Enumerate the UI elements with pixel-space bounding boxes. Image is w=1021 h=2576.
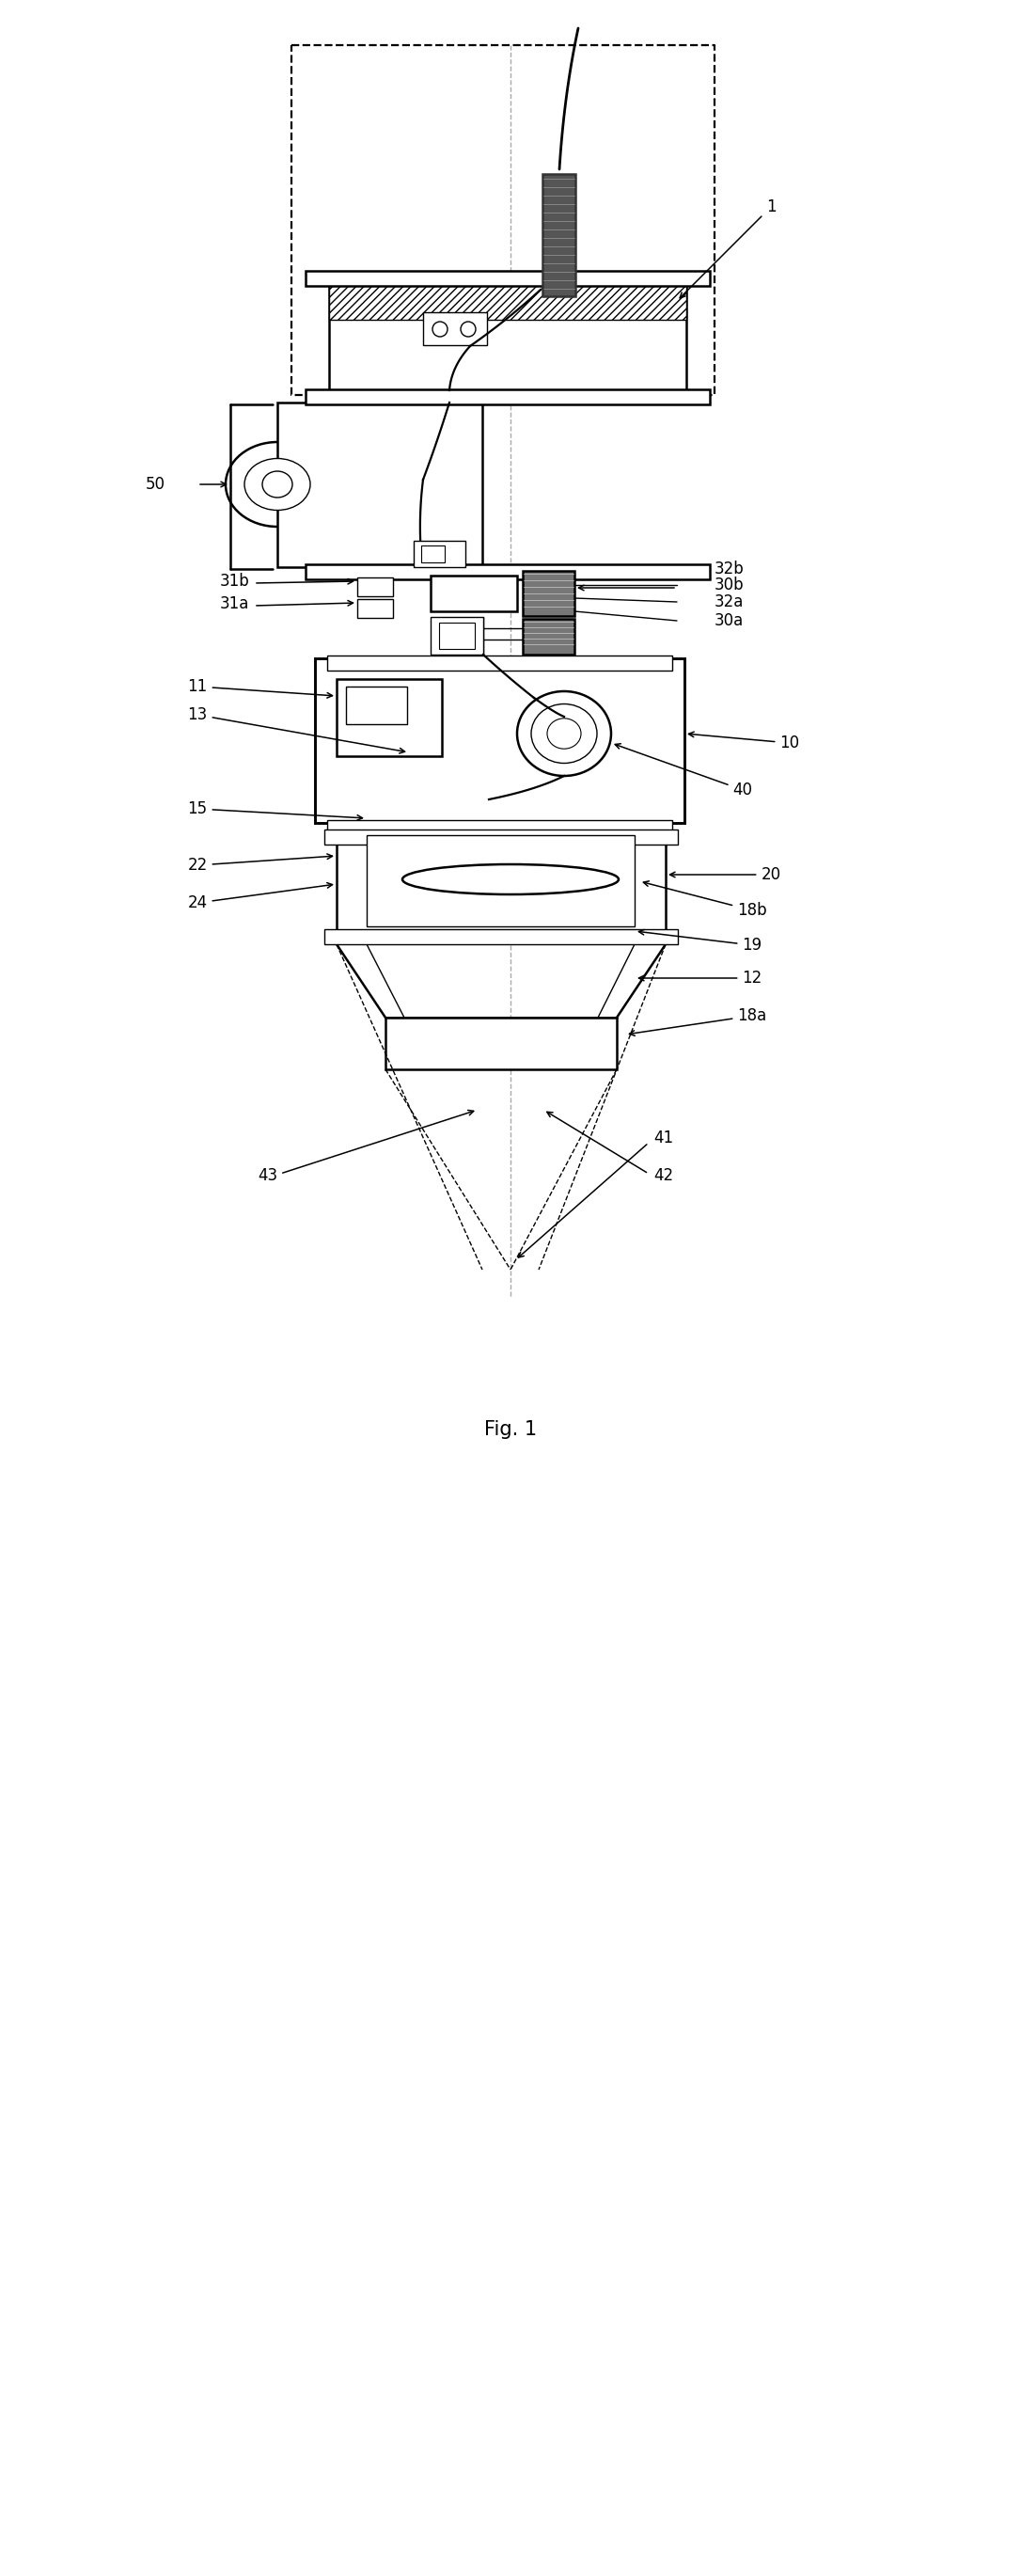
Bar [414,541,466,567]
Bar [305,270,710,286]
Bar [357,600,393,618]
Bar [325,930,678,945]
Bar [439,623,475,649]
Text: Fig. 1: Fig. 1 [484,1419,537,1440]
Bar [422,546,445,562]
Bar [523,618,575,654]
Text: 13: 13 [188,706,404,752]
Ellipse shape [433,322,447,337]
Bar [431,574,517,611]
Bar [423,312,487,345]
Bar [305,564,710,580]
Text: 31a: 31a [220,595,249,613]
Bar [367,835,635,927]
Ellipse shape [531,703,597,762]
Ellipse shape [402,866,619,894]
Ellipse shape [547,719,581,750]
Bar [327,819,672,835]
Text: 15: 15 [188,801,362,819]
Bar [278,402,482,567]
Text: 41: 41 [653,1128,673,1146]
Text: 42: 42 [653,1167,673,1185]
Bar [329,283,686,319]
Text: 18b: 18b [643,881,767,920]
Bar [329,283,686,394]
Text: 31b: 31b [220,572,249,590]
Bar [305,389,710,404]
Text: 43: 43 [257,1167,278,1185]
Text: 32b: 32b [715,562,744,577]
Bar [357,577,393,595]
Bar [431,618,483,654]
Ellipse shape [460,322,476,337]
Bar [325,829,678,845]
Ellipse shape [262,471,292,497]
Text: 12: 12 [639,969,762,987]
Text: 18a: 18a [629,1007,767,1036]
Bar [314,659,684,822]
Text: 10: 10 [688,732,799,752]
Text: 50: 50 [145,477,165,492]
Ellipse shape [244,459,310,510]
Text: 40: 40 [615,744,752,799]
Text: 22: 22 [188,853,333,873]
Text: 1: 1 [680,198,776,299]
Text: 32a: 32a [715,592,744,611]
Text: 11: 11 [188,677,333,698]
Ellipse shape [517,690,612,775]
Bar [386,1018,617,1069]
Bar [523,572,575,616]
Text: 30b: 30b [715,577,744,592]
Text: 24: 24 [188,884,333,912]
Text: 30a: 30a [715,613,744,629]
Text: 19: 19 [639,930,762,953]
Bar [337,832,666,930]
Bar [337,680,442,757]
Bar [346,688,407,724]
Bar [542,175,576,296]
Text: 20: 20 [670,866,781,884]
Ellipse shape [226,443,329,526]
Bar [327,654,672,670]
